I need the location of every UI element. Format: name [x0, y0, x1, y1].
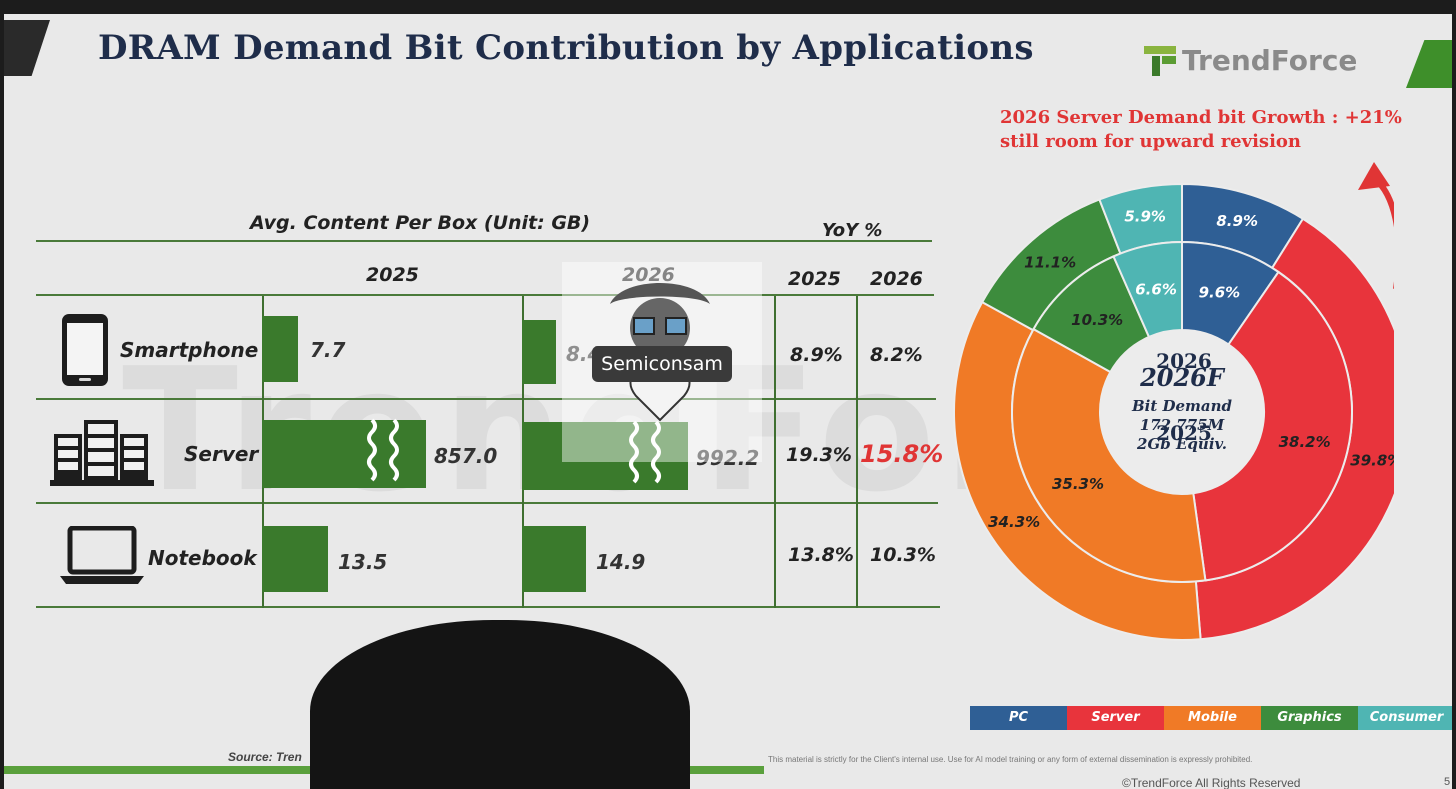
- value-notebook-2025: 13.5: [338, 550, 388, 574]
- bar-server-2025: [262, 420, 426, 488]
- donut-inner-label-graphics: 10.3%: [1071, 311, 1123, 329]
- center-line-1: Bit Demand: [1131, 397, 1233, 415]
- app-label-server: Server: [184, 442, 259, 466]
- server-rack-icon: [50, 420, 154, 486]
- yoy-smartphone-2025: 8.9%: [790, 344, 843, 366]
- header-rule: [36, 294, 934, 296]
- yoy-server-2025: 19.3%: [786, 444, 852, 466]
- app-label-notebook: Notebook: [148, 546, 257, 570]
- page-number: 5: [1444, 776, 1451, 788]
- yoy-smartphone-2026: 8.2%: [870, 344, 923, 366]
- source-note: Source: Tren: [228, 750, 302, 764]
- col-divider-3: [774, 296, 776, 608]
- donut-outer-label-pc: 8.9%: [1216, 212, 1258, 230]
- smartphone-icon: [62, 314, 108, 386]
- content-header: Avg. Content Per Box (Unit: GB): [250, 212, 591, 234]
- col-divider-4: [856, 296, 858, 608]
- donut-inner-slice-consumer: [1112, 240, 1183, 339]
- donut-outer-label-consumer: 5.9%: [1124, 207, 1166, 225]
- bar-smartphone-2025: [262, 316, 298, 382]
- row-rule-1: [36, 398, 936, 400]
- value-server-2026: 992.2: [696, 446, 760, 470]
- yoy-year-2025: 2025: [788, 268, 841, 290]
- legend-graphics: Graphics: [1261, 706, 1358, 730]
- yoy-header: YoY %: [822, 220, 883, 241]
- title-tab-decoration: [4, 20, 50, 76]
- center-line-2: 172,775M: [1140, 416, 1225, 434]
- trendforce-logo: TrendForce: [1144, 44, 1357, 77]
- center-title: 2026F: [1139, 363, 1226, 392]
- bar-notebook-2026: [522, 526, 586, 592]
- yoy-notebook-2026: 10.3%: [870, 544, 936, 566]
- donut-outer-label-graphics: 11.1%: [1024, 254, 1076, 272]
- overlay-label: Semiconsam: [592, 346, 732, 382]
- donut-inner-label-consumer: 6.6%: [1135, 281, 1177, 299]
- row-rule-2: [36, 502, 938, 504]
- bottom-rule: [36, 606, 940, 608]
- slide-title: DRAM Demand Bit Contribution by Applicat…: [98, 28, 1034, 68]
- donut-inner-slice-mobile: [1011, 327, 1207, 583]
- disclaimer: This material is strictly for the Client…: [768, 755, 1253, 764]
- legend-server: Server: [1067, 706, 1164, 730]
- donut-outer-label-mobile: 34.3%: [988, 513, 1040, 531]
- app-label-smartphone: Smartphone: [120, 338, 259, 362]
- bar-notebook-2025: [262, 526, 328, 592]
- value-notebook-2026: 14.9: [596, 550, 646, 574]
- yoy-server-2026: 15.8%: [860, 440, 944, 468]
- slide: DRAM Demand Bit Contribution by Applicat…: [4, 14, 1452, 789]
- donut-inner-label-pc: 9.6%: [1199, 284, 1241, 302]
- yoy-year-2026: 2026: [870, 268, 923, 290]
- legend-consumer: Consumer: [1358, 706, 1452, 730]
- axis-break-icon-2025: [367, 418, 399, 482]
- table-top-rule: [36, 240, 932, 242]
- audience-silhouette: [310, 620, 690, 789]
- corner-decoration: [1406, 40, 1452, 88]
- donut-inner-label-server: 38.2%: [1279, 433, 1331, 451]
- server-growth-callout: 2026 Server Demand bit Growth : +21% sti…: [1000, 106, 1402, 154]
- axis-break-icon-2026: [629, 420, 661, 484]
- logo-text: TrendForce: [1182, 44, 1358, 77]
- bar-smartphone-2026: [522, 320, 556, 384]
- trendforce-logo-icon: [1144, 45, 1176, 76]
- legend-mobile: Mobile: [1164, 706, 1261, 730]
- callout-line-1: 2026 Server Demand bit Growth : +21%: [1000, 107, 1402, 128]
- value-smartphone-2025: 7.7: [310, 338, 346, 362]
- arrow-head-icon: [1358, 162, 1390, 190]
- copyright: ©TrendForce All Rights Reserved: [1122, 776, 1301, 789]
- value-server-2025: 857.0: [434, 444, 498, 468]
- outer-ring-year-label: 2026: [1156, 349, 1212, 373]
- center-line-3: 2Gb Equiv.: [1136, 435, 1227, 453]
- laptop-icon: [60, 526, 144, 584]
- donut-inner-label-mobile: 35.3%: [1052, 475, 1104, 493]
- chart-legend: PC Server Mobile Graphics Consumer: [970, 706, 1452, 730]
- mascot-watermark-icon: [610, 283, 710, 422]
- inner-ring-year-label: 2025: [1156, 421, 1212, 445]
- yoy-notebook-2025: 13.8%: [788, 544, 854, 566]
- donut-center: [1100, 330, 1264, 494]
- donut-outer-label-server: 39.8%: [1350, 451, 1394, 469]
- legend-pc: PC: [970, 706, 1067, 730]
- donut-chart: 2026 2025 2026F Bit Demand 172,775M 2Gb …: [953, 175, 1394, 641]
- content-year-2026: 2026: [622, 264, 675, 286]
- content-year-2025: 2025: [366, 264, 419, 286]
- callout-line-2: still room for upward revision: [1000, 131, 1301, 152]
